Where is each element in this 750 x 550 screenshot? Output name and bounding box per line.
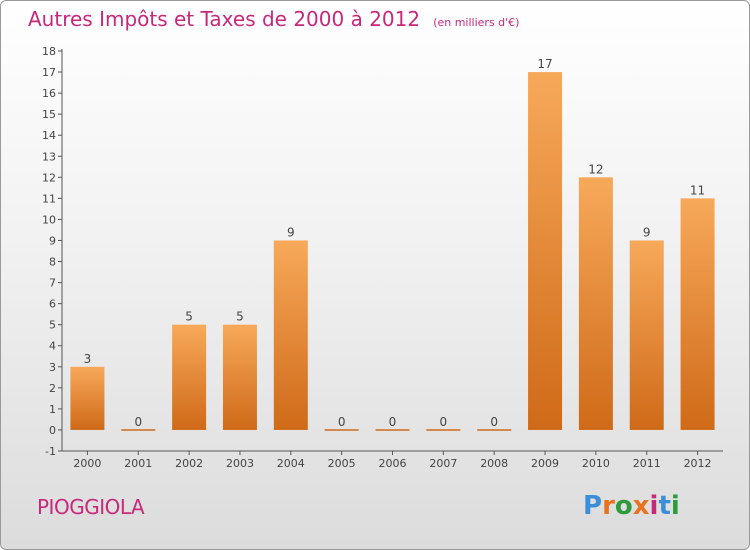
bar [528,72,563,430]
x-tick-label: 2000 [73,457,101,470]
x-tick-label: 2008 [480,457,508,470]
y-tick-label: 2 [49,382,56,395]
y-tick-label: 11 [42,192,56,205]
x-tick-label: 2001 [124,457,152,470]
y-tick-label: 0 [49,424,56,437]
data-label: 0 [490,415,498,429]
bar [273,240,308,430]
bar [222,324,257,430]
x-tick-label: 2012 [684,457,712,470]
bar [578,177,613,430]
x-tick-label: 2006 [379,457,407,470]
logo-letter: x [632,491,650,521]
y-tick-label: 9 [49,234,56,247]
bar [680,198,715,430]
y-tick-label: 16 [42,87,56,100]
data-label: 5 [185,310,193,324]
y-tick-label: 3 [49,361,56,374]
x-tick-label: 2007 [429,457,457,470]
x-tick-label: 2009 [531,457,559,470]
data-label: 9 [643,225,651,239]
data-label: 17 [537,57,552,71]
y-tick-label: 12 [42,171,56,184]
chart-header: Autres Impôts et Taxes de 2000 à 2012 (e… [28,7,519,31]
chart-title: Autres Impôts et Taxes de 2000 à 2012 [28,7,421,31]
y-tick-label: 17 [42,66,56,79]
logo-letter: P [583,491,603,521]
data-label: 0 [338,415,346,429]
logo-letter: r [602,491,615,521]
data-label: 0 [134,415,142,429]
proxiti-logo: Proxiti [583,491,680,521]
x-tick-label: 2005 [328,457,356,470]
y-tick-label: 15 [42,108,56,121]
bar [70,366,105,430]
y-tick-label: 13 [42,150,56,163]
data-label: 5 [236,310,244,324]
logo-letter: i [649,491,659,521]
data-label: 9 [287,225,295,239]
y-tick-label: 6 [49,298,56,311]
x-tick-label: 2003 [226,457,254,470]
y-tick-label: 8 [49,256,56,269]
y-tick-label: 4 [49,340,56,353]
data-label: 12 [588,162,603,176]
bar [172,324,207,430]
y-tick-label: 18 [42,45,56,58]
y-tick-label: 7 [49,277,56,290]
bar [629,240,664,430]
x-tick-label: 2010 [582,457,610,470]
logo-letter: i [670,491,680,521]
data-label: 3 [84,352,92,366]
x-tick-label: 2011 [633,457,661,470]
chart-subtitle: (en milliers d'€) [433,16,520,29]
y-tick-label: 5 [49,319,56,332]
y-tick-label: 10 [42,213,56,226]
y-tick-label: 1 [49,403,56,416]
data-label: 11 [690,183,705,197]
place-name: PIOGGIOLA [37,495,145,519]
y-tick-label: 14 [42,129,56,142]
data-label: 0 [440,415,448,429]
x-tick-label: 2002 [175,457,203,470]
x-tick-label: 2004 [277,457,305,470]
y-tick-label: -1 [45,445,56,458]
data-label: 0 [389,415,397,429]
logo-letter: t [658,491,671,521]
logo-letter: o [614,491,633,521]
